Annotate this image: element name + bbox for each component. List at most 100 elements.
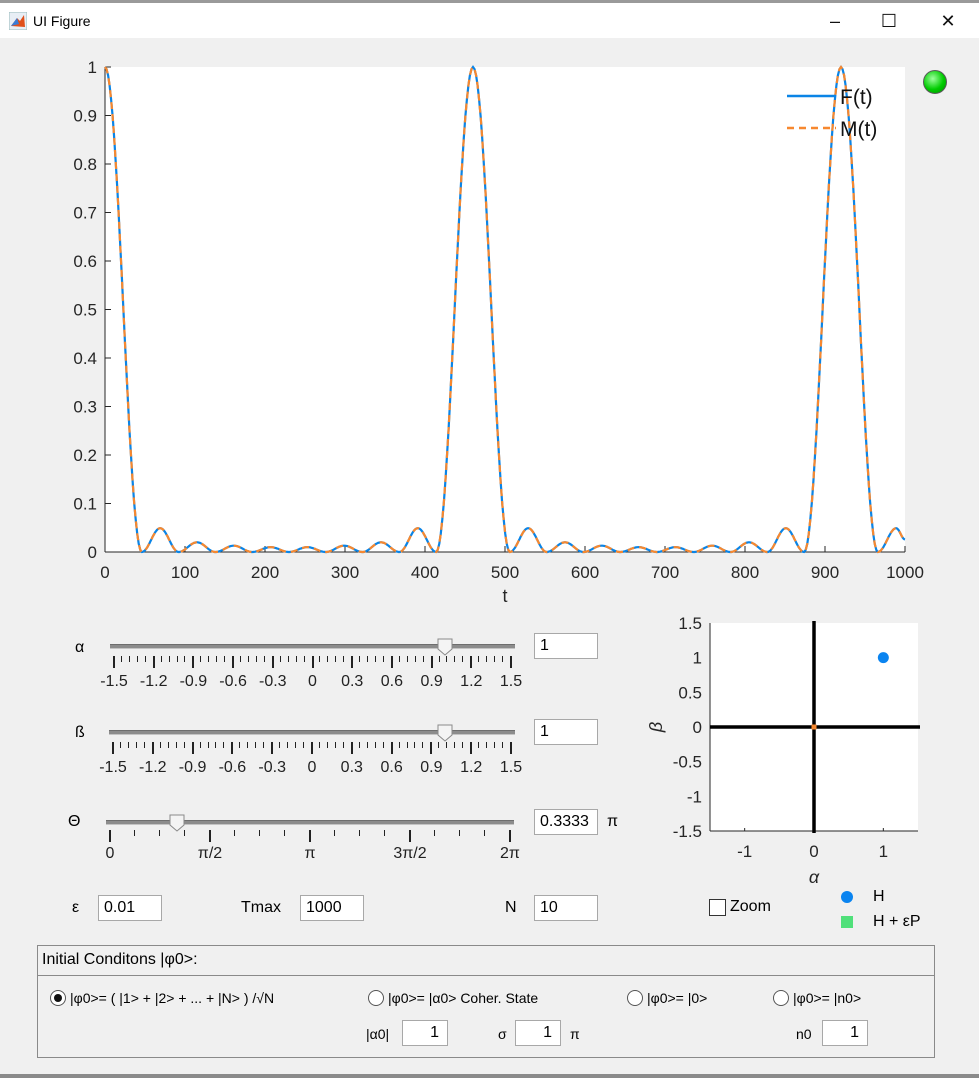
legend-label: F(t) <box>840 86 873 109</box>
slider-tick <box>343 656 345 662</box>
slider-tick <box>295 742 297 748</box>
slider-tick-label: 0 <box>308 673 317 690</box>
slider-tick <box>135 742 137 748</box>
y-tick-label: 0.7 <box>73 204 97 223</box>
tmax-label: Tmax <box>241 899 281 916</box>
slider-tick <box>128 656 130 662</box>
theta-slider-thumb[interactable] <box>169 814 185 832</box>
slider-tick <box>502 656 504 662</box>
series-line-ft <box>104 65 906 554</box>
y-tick-label: 0.2 <box>73 446 97 465</box>
slider-tick-label: -1.5 <box>100 673 128 690</box>
slider-tick <box>350 742 353 754</box>
slider-tick <box>494 656 496 662</box>
slider-tick-label: -0.9 <box>178 759 207 776</box>
beta-value-field[interactable]: 1 <box>534 719 598 745</box>
slider-tick <box>406 742 408 748</box>
slider-tick <box>438 656 440 662</box>
slider-tick <box>234 830 235 836</box>
radio-number-state-label: |φ0>= |n0> <box>793 990 862 1006</box>
slider-tick <box>152 656 155 668</box>
slider-tick <box>375 656 377 662</box>
x-axis-label: α <box>809 867 820 887</box>
slider-tick <box>446 742 448 748</box>
n-field[interactable]: 10 <box>534 895 598 921</box>
slider-tick-label: -0.3 <box>258 759 286 776</box>
theta-value-field[interactable]: 0.3333 <box>534 809 598 835</box>
slider-tick <box>159 742 161 748</box>
slider-tick <box>240 656 242 662</box>
slider-tick <box>309 830 311 842</box>
sigma-unit-label: π <box>570 1026 580 1042</box>
slider-tick <box>271 742 274 754</box>
sigma-field[interactable]: 1 <box>515 1020 561 1046</box>
x-tick-label: 800 <box>731 563 759 582</box>
y-tick-label: 0.5 <box>73 301 97 320</box>
legend-h-eps-p-label: H + εP <box>873 913 921 930</box>
slider-tick <box>335 656 337 662</box>
x-tick-label: 600 <box>571 563 599 582</box>
slider-tick <box>434 830 435 836</box>
slider-tick <box>382 742 384 748</box>
n0-field[interactable]: 1 <box>822 1020 868 1046</box>
y-tick-label: 1 <box>88 58 97 77</box>
slider-tick-label: -0.6 <box>219 673 247 690</box>
slider-tick <box>390 742 393 754</box>
radio-uniform-superposition[interactable] <box>50 990 66 1006</box>
slider-tick <box>119 742 121 748</box>
slider-tick <box>486 742 488 748</box>
beta-slider-thumb[interactable] <box>437 724 453 742</box>
zoom-checkbox[interactable] <box>709 899 726 916</box>
maximize-button[interactable]: ☐ <box>880 11 898 31</box>
slider-tick <box>112 742 114 754</box>
slider-tick <box>462 742 464 748</box>
x-tick-label: 900 <box>811 563 839 582</box>
legend-h-marker-icon <box>841 891 853 903</box>
beta-slider-track[interactable] <box>109 730 515 735</box>
y-axis-label: β <box>646 722 666 733</box>
slider-tick <box>279 742 281 748</box>
theta-slider-track[interactable] <box>106 820 514 825</box>
slider-tick <box>208 656 210 662</box>
slider-tick-label: 0 <box>105 845 115 862</box>
slider-tick-label: -1.5 <box>99 759 127 776</box>
slider-tick <box>478 742 480 748</box>
slider-tick <box>200 656 202 662</box>
x-axis-label: t <box>502 586 507 606</box>
slider-tick-label: -0.3 <box>259 673 287 690</box>
slider-tick-label: 3π/2 <box>393 845 427 862</box>
slider-tick <box>143 742 145 748</box>
x-tick-label: 0 <box>100 563 109 582</box>
alpha-slider-track[interactable] <box>110 644 515 649</box>
slider-tick-label: π/2 <box>197 845 223 862</box>
radio-coherent-state[interactable] <box>368 990 384 1006</box>
legend-label: M(t) <box>840 118 877 141</box>
slider-tick <box>390 656 393 668</box>
slider-tick <box>113 656 115 668</box>
slider-tick <box>494 742 496 748</box>
slider-tick <box>215 742 217 748</box>
slider-tick-label: 0.9 <box>420 759 443 776</box>
slider-tick <box>192 656 195 668</box>
slider-tick <box>120 656 122 662</box>
radio-vacuum-state[interactable] <box>627 990 643 1006</box>
slider-tick-label: 0.6 <box>380 759 403 776</box>
epsilon-field[interactable]: 0.01 <box>98 895 162 921</box>
plot-area <box>105 67 905 552</box>
slider-tick <box>263 656 265 662</box>
window-bottom-border <box>0 1074 979 1078</box>
slider-tick <box>295 656 297 662</box>
zoom-label: Zoom <box>730 898 771 915</box>
tmax-field[interactable]: 1000 <box>300 895 364 921</box>
sigma-label: σ <box>498 1026 507 1042</box>
slider-tick <box>284 830 285 836</box>
slider-tick <box>303 656 305 662</box>
radio-number-state[interactable] <box>773 990 789 1006</box>
slider-tick <box>446 656 448 662</box>
close-button[interactable]: ✕ <box>940 11 956 31</box>
alpha-value-field[interactable]: 1 <box>534 633 598 659</box>
alpha-slider-thumb[interactable] <box>437 638 453 656</box>
slider-tick <box>184 830 185 836</box>
minimize-button[interactable]: – <box>829 11 840 31</box>
alpha0-field[interactable]: 1 <box>402 1020 448 1046</box>
